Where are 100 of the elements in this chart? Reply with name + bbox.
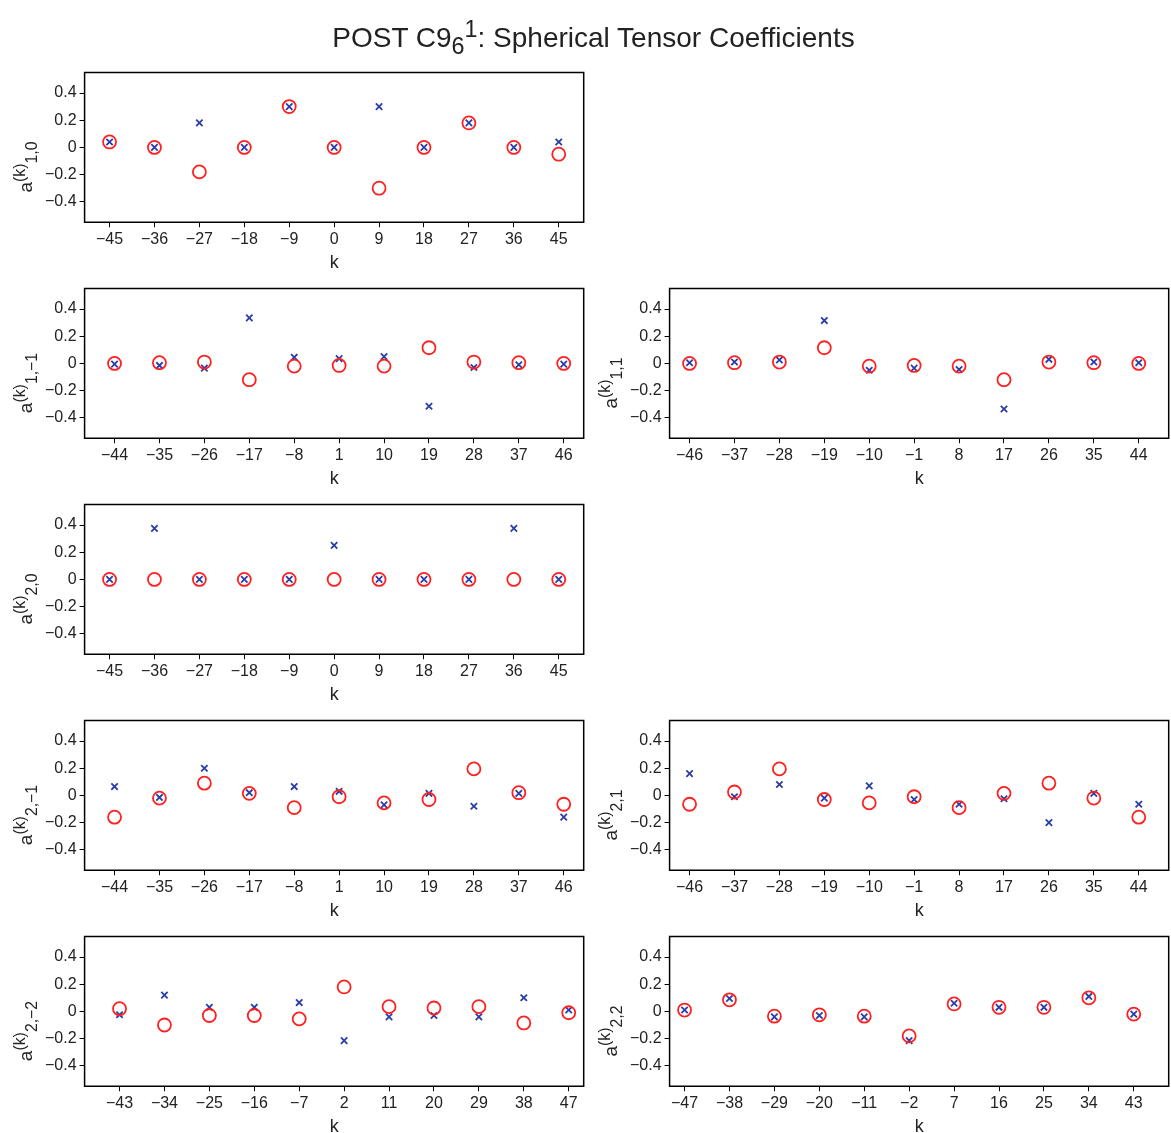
point [554,137,563,147]
x-tick-label: −16 [240,1094,268,1112]
point [682,356,697,371]
point [946,996,962,1012]
x-tick-label: 1 [334,446,344,464]
point [466,761,482,777]
point [474,1012,483,1021]
x-tick-label: −19 [810,446,838,464]
point [906,789,922,805]
x-tick-label: −17 [235,878,263,896]
point [811,1007,827,1023]
x-tick-label: 38 [514,1094,533,1112]
point [371,180,387,196]
point [991,999,1007,1015]
y-tick-label: −0.4 [629,840,662,858]
point [160,991,169,1000]
x-tick-label: 19 [420,878,438,896]
point [861,795,877,811]
point [157,1017,172,1033]
point [245,313,254,322]
point [281,572,297,587]
point [999,404,1009,414]
x-axis-title: k [914,468,925,489]
x-tick-label: −2 [900,1094,919,1112]
x-tick-label: 29 [469,1094,488,1112]
x-tick-label: 7 [949,1094,959,1112]
x-tick-label: −27 [185,230,214,248]
point [556,796,572,812]
x-tick-label: 28 [465,878,483,896]
point [951,358,967,374]
x-tick-label: 37 [509,446,528,464]
x-tick-label: −45 [95,662,124,680]
x-tick-label: −28 [765,446,794,464]
point [1044,818,1053,827]
y-tick-label: −0.2 [44,1029,77,1047]
x-tick-label: 34 [1079,1094,1098,1112]
point [424,789,434,798]
point [1041,775,1057,791]
point [559,813,568,822]
y-tick-label: 0.4 [639,947,662,965]
point [1081,990,1097,1006]
y-tick-label: −0.4 [44,1056,77,1074]
point [767,1008,782,1024]
x-tick-label: 25 [1035,1094,1053,1112]
point [511,785,527,801]
y-tick-label: 0.4 [54,947,77,965]
x-tick-label: −36 [140,230,169,248]
x-tick-label: 47 [559,1094,578,1112]
point [384,1012,394,1021]
x-tick-label: −10 [855,446,883,464]
x-tick-label: −43 [105,1094,134,1112]
x-tick-label: −11 [851,1094,878,1112]
y-tick-label: 0.2 [54,326,77,344]
x-tick-label: 44 [1129,878,1148,896]
point [295,998,304,1007]
point [291,1011,307,1027]
x-tick-label: 44 [1129,446,1148,464]
point [906,358,922,373]
x-tick-label: 8 [954,878,964,896]
point [110,782,119,791]
point [426,1000,442,1016]
point [511,355,527,371]
x-tick-label: 18 [415,662,433,680]
x-tick-label: −1 [905,446,924,464]
y-tick-label: 0.4 [54,83,77,101]
x-tick-label: −26 [190,878,219,896]
point [519,993,528,1002]
point [469,802,478,811]
point [147,572,162,587]
y-tick-label: −0.2 [629,381,662,399]
point [376,358,392,374]
y-tick-label: −0.4 [44,192,77,210]
x-tick-label: 28 [465,446,483,464]
point [816,340,832,356]
y-tick-label: 0.2 [54,110,77,128]
point [374,102,384,111]
x-tick-label: 17 [995,878,1013,896]
x-tick-label: 35 [1084,878,1103,896]
point [1036,999,1052,1015]
point [469,363,478,372]
point [471,999,487,1015]
x-tick-label: 2 [339,1094,349,1112]
x-tick-label: −35 [145,446,174,464]
x-tick-label: −18 [230,230,258,248]
x-axis-title: k [914,900,925,921]
x-tick-label: −8 [285,446,304,464]
x-tick-label: 10 [375,446,394,464]
point [506,140,522,155]
y-tick-label: 0 [67,353,77,371]
point [901,1028,917,1044]
x-tick-label: 36 [504,230,523,248]
point [331,789,347,805]
x-tick-label: 35 [1084,446,1103,464]
x-axis-title: k [329,900,340,921]
x-tick-label: −47 [670,1094,699,1112]
point [335,787,344,796]
x-tick-label: 19 [420,446,438,464]
x-tick-label: −9 [280,230,299,248]
point [335,354,344,363]
x-tick-label: 9 [374,230,384,248]
